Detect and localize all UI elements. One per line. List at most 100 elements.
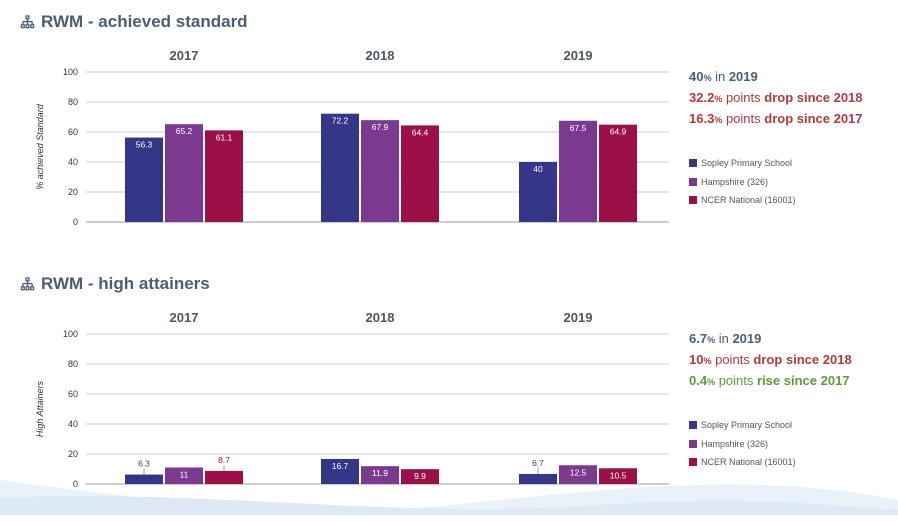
data-label: 65.2 [176, 126, 193, 136]
summary-unit: % [707, 335, 716, 345]
section-high-attainers: 0 20 40 60 80 100 High Attainers 2017 6.3 11 8.7 20… [0, 262, 898, 522]
summary-line: 6.7% in 2019 [689, 328, 894, 349]
summary-value: 0.4 [689, 373, 708, 388]
summary: 6.7% in 2019 10% points drop since 2018 0.… [689, 328, 894, 391]
summary-value: 16.3 [689, 111, 715, 126]
data-label: 61.1 [216, 132, 233, 142]
legend-swatch [689, 439, 697, 448]
y-tick-label: 0 [73, 479, 78, 489]
bar [165, 467, 203, 484]
data-label: 67.9 [372, 122, 389, 132]
bar [599, 124, 637, 222]
summary-unit: % [703, 356, 712, 366]
summary-text: points [722, 90, 765, 105]
summary-value: 6.7 [689, 331, 708, 346]
bar [361, 120, 399, 222]
data-label: 8.7 [218, 455, 230, 465]
y-tick-label: 80 [68, 97, 78, 107]
summary-tail: drop since 2017 [764, 111, 863, 126]
org-chart-icon [20, 276, 35, 290]
data-label: 16.7 [332, 461, 349, 471]
legend-item: NCER National (16001) [689, 453, 894, 472]
x-category-label: 2017 [170, 48, 199, 63]
summary-tail: 2019 [728, 69, 758, 84]
legend-label: NCER National (16001) [701, 195, 796, 206]
summary-value: 10 [689, 352, 704, 367]
bar [599, 468, 637, 484]
bar [519, 162, 557, 222]
y-axis-label: High Attainers [35, 380, 45, 437]
y-tick-label: 20 [68, 449, 78, 459]
legend-swatch [689, 177, 697, 186]
x-category-label: 2018 [366, 48, 395, 63]
x-category-label: 2019 [564, 48, 593, 63]
legend-swatch [689, 421, 697, 430]
summary-text: points [711, 352, 754, 367]
summary-value: 32.2 [689, 90, 715, 105]
legend-label: Hampshire (326) [701, 176, 769, 187]
bar-chart: 0 20 40 60 80 100 % achieved Standard 2017 56.3 6… [35, 48, 669, 227]
y-tick-label: 60 [68, 389, 78, 399]
summary-tail: 2019 [732, 331, 762, 346]
summary-tail: rise since 2017 [757, 373, 850, 388]
summary-line: 16.3% points drop since 2017 [689, 108, 894, 129]
section-title-text: RWM - high attainers [41, 274, 210, 293]
summary: 40% in 2019 32.2% points drop since 2018 1… [689, 66, 894, 129]
data-label: 72.2 [332, 116, 349, 126]
legend-swatch [689, 159, 697, 168]
data-label: 67.5 [570, 123, 587, 133]
data-label: 9.9 [414, 471, 426, 481]
summary-line: 0.4% points rise since 2017 [689, 370, 894, 391]
bar [321, 458, 359, 484]
legend-swatch [689, 196, 697, 205]
legend-item: Hampshire (326) [689, 435, 894, 454]
summary-line: 10% points drop since 2018 [689, 349, 894, 370]
org-chart-icon [20, 14, 35, 28]
data-label: 6.7 [532, 458, 544, 468]
bar [125, 474, 163, 484]
summary-text: points [715, 373, 758, 388]
y-tick-label: 40 [68, 419, 78, 429]
summary-text: points [722, 111, 765, 126]
data-label: 64.9 [610, 127, 627, 137]
y-tick-label: 60 [68, 127, 78, 137]
x-category-label: 2019 [564, 310, 593, 325]
legend-label: Hampshire (326) [701, 438, 769, 449]
bar [205, 130, 243, 222]
data-label: 64.4 [412, 127, 429, 137]
bar-chart: 0 20 40 60 80 100 High Attainers 2017 6.3 11 8.7 20… [35, 310, 669, 489]
summary-text: in [711, 69, 729, 84]
summary-line: 40% in 2019 [689, 66, 894, 87]
data-label: 40 [533, 164, 543, 174]
x-category-label: 2018 [366, 310, 395, 325]
summary-unit: % [703, 73, 712, 83]
data-label: 56.3 [136, 140, 153, 150]
legend-item: Hampshire (326) [689, 173, 894, 192]
x-category-label: 2017 [170, 310, 199, 325]
y-axis-label: % achieved Standard [35, 103, 45, 190]
y-tick-label: 80 [68, 359, 78, 369]
bar [361, 466, 399, 484]
bar [165, 124, 203, 222]
legend-item: Sopley Primary School [689, 416, 894, 435]
summary-unit: % [714, 94, 723, 104]
y-tick-label: 100 [63, 329, 78, 339]
bar [205, 470, 243, 484]
legend-label: Sopley Primary School [701, 158, 793, 169]
data-label: 10.5 [610, 470, 627, 480]
data-label: 12.5 [570, 467, 587, 477]
summary-tail: drop since 2018 [764, 90, 863, 105]
bar [321, 113, 359, 222]
legend-label: NCER National (16001) [701, 457, 796, 468]
summary-unit: % [707, 377, 716, 387]
y-tick-label: 20 [68, 187, 78, 197]
bar [519, 473, 557, 484]
summary-text: in [715, 331, 733, 346]
summary-tail: drop since 2018 [753, 352, 852, 367]
bar [559, 465, 597, 484]
bar [125, 137, 163, 222]
data-label: 11 [180, 470, 189, 480]
bar [559, 120, 597, 222]
y-tick-label: 100 [63, 67, 78, 77]
